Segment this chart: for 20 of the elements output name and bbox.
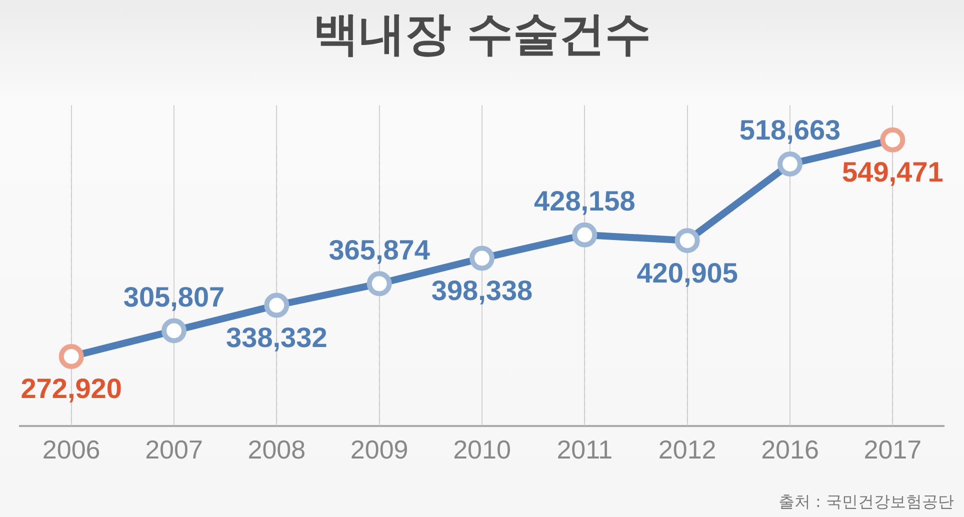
data-label: 518,663 [739, 114, 841, 146]
x-tick-label: 2009 [350, 434, 408, 465]
data-label: 305,807 [123, 281, 225, 312]
x-tick-label: 2010 [453, 434, 511, 465]
x-tick-label: 2017 [864, 434, 922, 465]
x-tick-label: 2011 [556, 434, 613, 465]
data-label: 428,158 [534, 186, 636, 217]
chart-title: 백내장 수술건수 [312, 6, 652, 61]
data-label: 338,332 [226, 322, 328, 353]
x-tick-label: 2006 [42, 434, 100, 465]
x-tick-label: 2012 [658, 434, 716, 465]
data-label: 365,874 [328, 234, 430, 266]
data-label: 272,920 [20, 373, 122, 404]
x-tick-label: 2007 [145, 434, 203, 465]
x-tick-label: 2016 [761, 434, 819, 465]
data-label: 420,905 [636, 257, 738, 288]
x-tick-label: 2008 [248, 434, 306, 465]
source-note: 출처 : 국민건강보험공단 [778, 492, 954, 513]
data-label: 398,338 [431, 274, 533, 306]
data-label: 549,471 [842, 156, 944, 188]
